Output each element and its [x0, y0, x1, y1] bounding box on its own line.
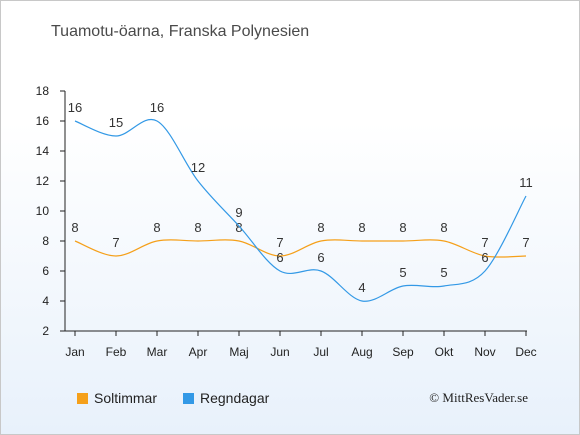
x-tick-label: Aug [351, 345, 372, 359]
rain-data-label: 6 [481, 250, 488, 265]
x-tick-label: Okt [435, 345, 454, 359]
sun-data-label: 8 [358, 220, 365, 235]
x-tick-label: Feb [106, 345, 127, 359]
credit-text: © MittResVader.se [429, 390, 528, 405]
x-tick-label: Apr [189, 345, 208, 359]
rain-series-line [74, 118, 527, 302]
sun-data-label: 8 [71, 220, 78, 235]
rain-data-label: 12 [191, 160, 205, 175]
sun-series-line [74, 239, 527, 258]
rain-data-label: 11 [519, 175, 533, 190]
rain-data-label: 9 [235, 205, 242, 220]
chart-title: Tuamotu-öarna, Franska Polynesien [51, 23, 310, 40]
x-tick-label: Jul [313, 345, 328, 359]
x-tick-label: Jun [270, 345, 289, 359]
x-tick-label: Nov [474, 345, 495, 359]
sun-data-label: 8 [153, 220, 160, 235]
legend-swatch-rain [183, 392, 194, 404]
sun-data-label: 7 [112, 235, 119, 250]
y-tick-label: 8 [42, 234, 49, 248]
sun-data-label: 8 [317, 220, 324, 235]
x-tick-label: Jan [65, 345, 84, 359]
rain-data-label: 4 [358, 280, 365, 295]
rain-data-label: 5 [440, 265, 447, 280]
legend-item-sun: Soltimmar [77, 390, 157, 406]
y-tick-label: 18 [36, 84, 50, 98]
y-tick-label: 4 [42, 294, 49, 308]
rain-data-label: 6 [276, 250, 283, 265]
legend-label-sun: Soltimmar [94, 390, 158, 406]
legend-swatch-sun [77, 392, 88, 404]
y-tick-label: 6 [42, 264, 49, 278]
rain-data-label: 6 [317, 250, 324, 265]
legend-label-rain: Regndagar [200, 390, 270, 406]
y-tick-label: 12 [36, 174, 50, 188]
legend-item-rain: Regndagar [183, 390, 269, 406]
rain-data-label: 5 [399, 265, 406, 280]
sun-data-label: 7 [522, 235, 529, 250]
sun-data-label: 7 [276, 235, 283, 250]
sun-data-label: 7 [481, 235, 488, 250]
rain-data-label: 16 [68, 100, 82, 115]
x-tick-label: Dec [515, 345, 536, 359]
sun-data-label: 8 [194, 220, 201, 235]
rain-data-label: 15 [109, 115, 123, 130]
x-tick-label: Sep [392, 345, 414, 359]
rain-data-label: 16 [150, 100, 164, 115]
sun-data-label: 8 [399, 220, 406, 235]
y-tick-label: 16 [36, 114, 50, 128]
x-tick-label: Maj [229, 345, 248, 359]
y-tick-label: 14 [36, 144, 50, 158]
sun-data-label: 8 [235, 220, 242, 235]
x-tick-label: Mar [147, 345, 168, 359]
y-tick-label: 10 [36, 204, 50, 218]
sun-data-label: 8 [440, 220, 447, 235]
y-tick-label: 2 [42, 324, 49, 338]
